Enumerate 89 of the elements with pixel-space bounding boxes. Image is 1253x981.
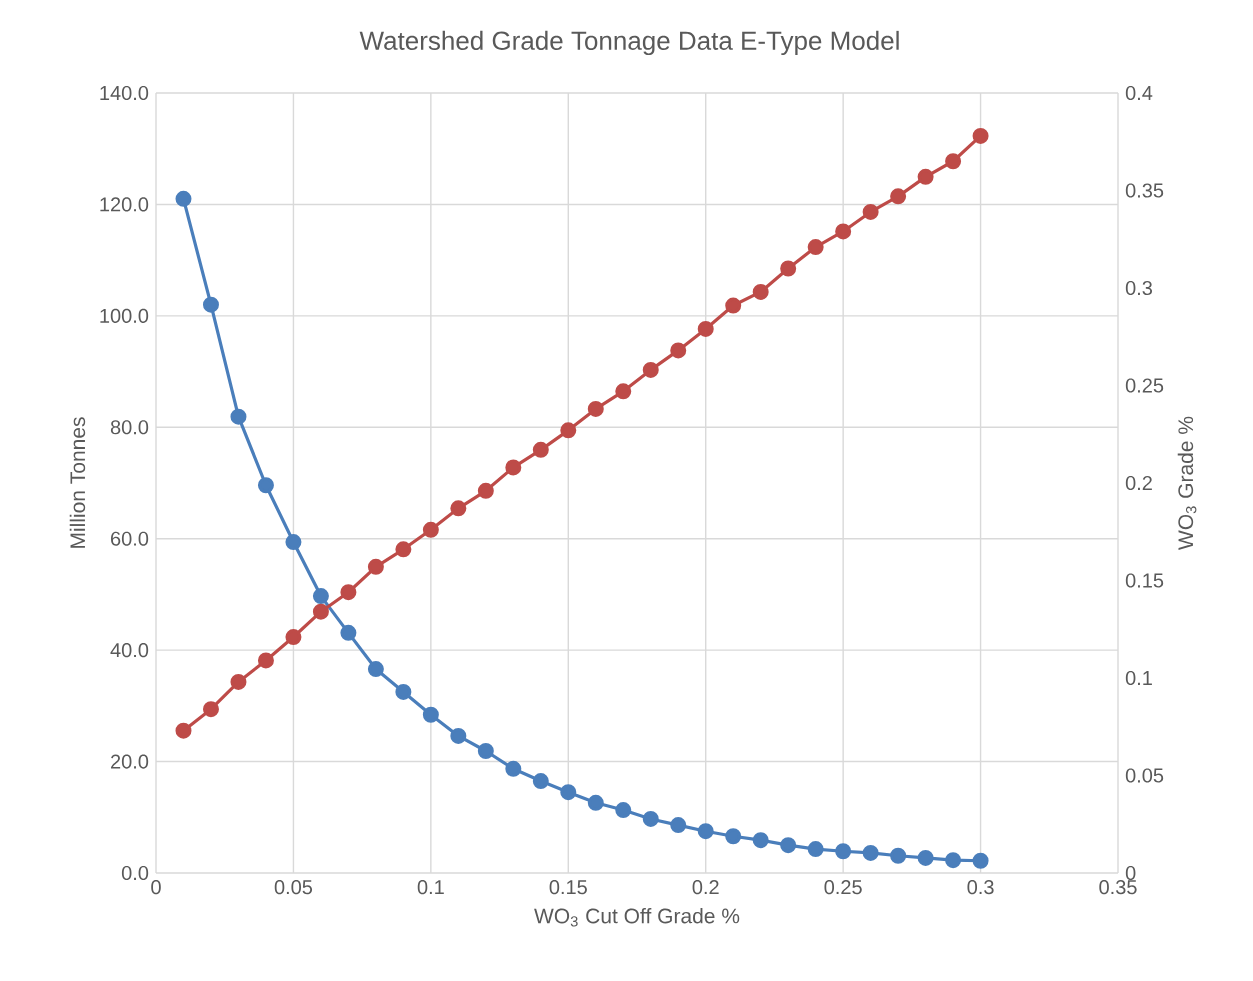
- point: [312, 603, 329, 620]
- y-tick-label: 0.0: [121, 865, 149, 881]
- y-axis-title: Million Tonnes: [69, 417, 86, 548]
- point: [615, 802, 632, 819]
- y2-tick-label: 0.15: [1125, 573, 1164, 588]
- y2-tick-label: 0.1: [1125, 670, 1152, 686]
- point: [862, 203, 879, 220]
- point: [532, 773, 549, 790]
- point: [367, 558, 384, 575]
- y2-tick-label: 0: [1125, 865, 1136, 881]
- point: [697, 823, 714, 840]
- point: [917, 168, 934, 185]
- x-tick-label: 0.3: [967, 880, 994, 895]
- y-tick-label: 40.0: [110, 643, 149, 658]
- x-tick-label: 0.35: [1099, 880, 1137, 895]
- y-tick-label: 140.0: [100, 85, 149, 101]
- point: [175, 190, 192, 207]
- point: [890, 847, 907, 864]
- x-tick-label: 0: [151, 880, 161, 895]
- chart-title: Watershed Grade Tonnage Data E-Type Model: [359, 30, 899, 56]
- x-tick-label: 0.1: [417, 880, 444, 895]
- point: [257, 652, 274, 669]
- point: [395, 683, 412, 700]
- point: [257, 477, 274, 494]
- point: [422, 706, 439, 723]
- point: [285, 534, 302, 551]
- point: [835, 843, 852, 860]
- point: [367, 661, 384, 678]
- point: [807, 841, 824, 858]
- point: [972, 127, 989, 144]
- x-axis-title: WO$_{3}$ Cut Off Grade %: [534, 907, 740, 927]
- point: [340, 624, 357, 641]
- point: [780, 260, 797, 277]
- point: [202, 296, 219, 313]
- point: [230, 408, 247, 425]
- point: [890, 188, 907, 205]
- point: [670, 342, 687, 359]
- point: [835, 223, 852, 240]
- point: [725, 297, 742, 314]
- y-tick-label: 60.0: [111, 531, 149, 546]
- point: [285, 629, 302, 646]
- point: [807, 239, 824, 256]
- point: [230, 673, 247, 690]
- point: [780, 837, 797, 854]
- point: [725, 828, 742, 845]
- point: [202, 701, 219, 718]
- point: [532, 441, 549, 458]
- x-tick-label: 0.2: [692, 880, 719, 895]
- x-tick-label: 0.15: [549, 880, 587, 895]
- point: [862, 844, 879, 861]
- point: [587, 400, 604, 417]
- y2-tick-label: 0.2: [1125, 475, 1152, 491]
- point: [917, 849, 934, 866]
- point: [615, 383, 632, 400]
- y2-tick-label: 0.05: [1125, 768, 1164, 783]
- point: [175, 722, 192, 739]
- y-tick-label: 80.0: [110, 420, 149, 435]
- point: [477, 742, 494, 759]
- point: [972, 852, 989, 869]
- point: [587, 794, 604, 811]
- point: [312, 588, 329, 605]
- x-tick-label: 0.05: [274, 880, 313, 895]
- point: [642, 361, 659, 378]
- y-tick-label: 20.0: [111, 754, 149, 769]
- x-tick-label: 0.25: [824, 880, 862, 895]
- point: [395, 541, 412, 558]
- point: [752, 832, 769, 849]
- y2-tick-label: 0.3: [1125, 280, 1153, 296]
- point: [945, 153, 962, 170]
- point: [477, 482, 494, 499]
- point: [505, 760, 522, 777]
- point: [642, 810, 659, 827]
- y-tick-label: 100.0: [100, 308, 149, 323]
- point: [752, 283, 769, 300]
- point: [422, 521, 439, 538]
- point: [560, 422, 577, 439]
- y2-axis-title: WO$_{3}$ Grade %: [1177, 416, 1197, 550]
- point: [670, 817, 687, 834]
- point: [945, 852, 962, 869]
- y-tick-label: 120.0: [100, 197, 149, 212]
- point: [340, 584, 357, 601]
- point: [450, 500, 467, 517]
- y2-tick-label: 0.25: [1125, 378, 1164, 393]
- point: [560, 784, 577, 801]
- point: [697, 320, 714, 337]
- y2-tick-label: 0.35: [1125, 183, 1164, 198]
- point: [450, 727, 467, 744]
- y2-tick-label: 0.4: [1125, 85, 1153, 101]
- point: [505, 459, 522, 476]
